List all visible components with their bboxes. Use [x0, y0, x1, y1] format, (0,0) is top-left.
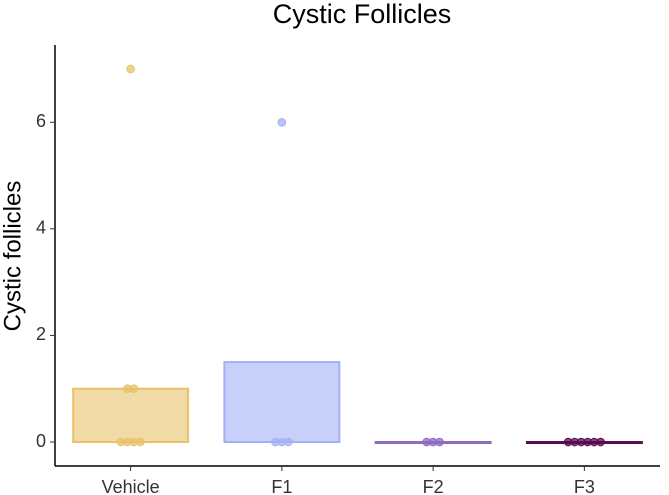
point — [126, 64, 135, 74]
y-tick-label: 2 — [36, 324, 46, 344]
x-tick-label: F3 — [574, 477, 595, 495]
point — [284, 437, 293, 447]
x-tick-label: Vehicle — [102, 477, 160, 495]
bar — [72, 387, 190, 444]
y-tick-label: 0 — [36, 431, 46, 451]
y-axis-label: Cystic follicles — [0, 181, 26, 332]
x-tick-label: F2 — [423, 477, 444, 495]
point — [277, 117, 287, 127]
point — [129, 384, 139, 394]
y-tick-label: 4 — [36, 218, 46, 238]
x-tick-label: F1 — [271, 477, 292, 495]
point — [136, 437, 145, 447]
chart-title: Cystic Follicles — [273, 0, 452, 29]
point — [435, 437, 444, 447]
y-tick-label: 6 — [36, 111, 46, 131]
bar — [223, 361, 341, 444]
point — [596, 437, 605, 447]
